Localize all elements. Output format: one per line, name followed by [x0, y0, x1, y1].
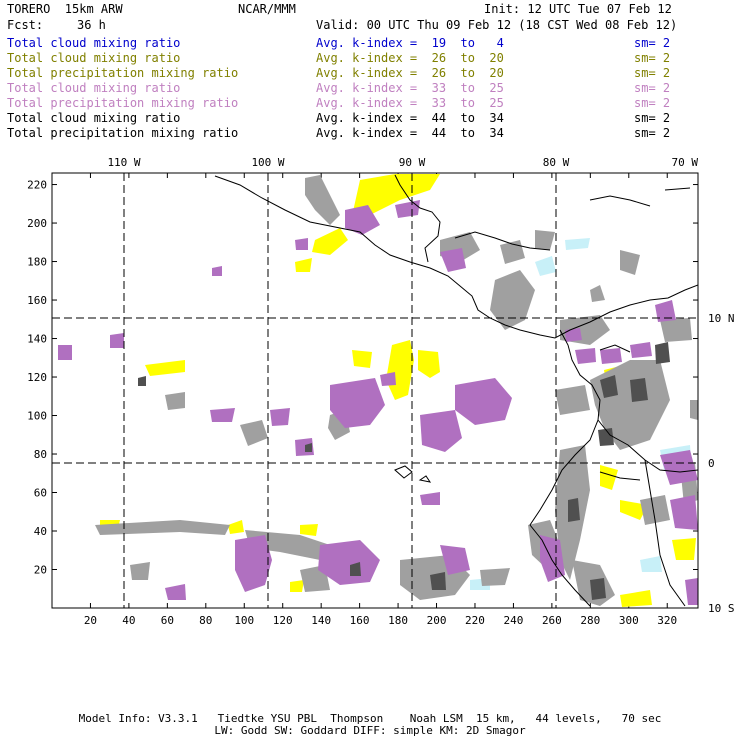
legend-smoothing: sm= 2: [634, 36, 671, 50]
longitude-labels: 110 W 100 W 90 W 80 W 70 W: [107, 156, 698, 169]
legend-field: Total cloud mixing ratio: [7, 111, 181, 125]
y-tick-label: 180: [27, 256, 47, 269]
legend-field: Total cloud mixing ratio: [7, 81, 181, 95]
x-tick-label: 60: [161, 614, 174, 627]
legend-kindex: Avg. k-index = 44 to 34: [316, 126, 504, 140]
cloud-fields: [58, 174, 698, 607]
y-tick-label: 100: [27, 410, 47, 423]
legend-field: Total cloud mixing ratio: [7, 51, 181, 65]
x-tick-label: 240: [503, 614, 523, 627]
longitude-label: 70 W: [672, 156, 699, 169]
forecast-hours: 36 h: [77, 18, 106, 32]
x-tick-label: 180: [388, 614, 408, 627]
dark-cloud-cores: [138, 342, 670, 600]
legend-kindex: Avg. k-index = 44 to 34: [316, 111, 504, 125]
x-tick-label: 320: [657, 614, 677, 627]
legend-field: Total precipitation mixing ratio: [7, 126, 239, 140]
y-tick-label: 200: [27, 217, 47, 230]
coastlines: [214, 174, 698, 607]
y-tick-label: 160: [27, 294, 47, 307]
legend-field: Total cloud mixing ratio: [7, 36, 181, 50]
x-tick-label: 260: [542, 614, 562, 627]
legend-kindex: Avg. k-index = 26 to 20: [316, 51, 504, 65]
x-tick-label: 100: [234, 614, 254, 627]
longitude-label: 110 W: [107, 156, 140, 169]
lat-lon-grid: [52, 173, 698, 608]
y-axis-grid-ticks: 20 40 60 80 100 120 140 160 180 200 220: [27, 179, 698, 577]
y-tick-label: 20: [34, 564, 47, 577]
legend-smoothing: sm= 2: [634, 81, 671, 95]
x-axis-grid-ticks: 20 40 60 80 100 120 140 160 180 200 220 240 260 280 30…: [84, 173, 677, 627]
model-info-line1: Model Info: V3.3.1 Tiedtke YSU PBL Thomp…: [78, 712, 662, 725]
legend-smoothing: sm= 2: [634, 96, 671, 110]
latitude-labels: 10 N 0 10 S: [708, 312, 735, 615]
valid-time: Valid: 00 UTC Thu 09 Feb 12 (18 CST Wed …: [316, 18, 678, 32]
latitude-label: 10 S: [708, 602, 735, 615]
legend-smoothing: sm= 2: [634, 126, 671, 140]
legend-field: Total precipitation mixing ratio: [7, 66, 239, 80]
x-tick-label: 300: [619, 614, 639, 627]
purple-cloud-areas: [58, 200, 698, 605]
legend-kindex: Avg. k-index = 19 to 4: [316, 36, 504, 50]
map-frame: [51, 172, 699, 609]
y-tick-label: 80: [34, 448, 47, 461]
legend-kindex: Avg. k-index = 33 to 25: [316, 96, 504, 110]
forecast-label: Fcst:: [7, 18, 44, 32]
x-tick-label: 80: [199, 614, 212, 627]
y-tick-label: 40: [34, 525, 47, 538]
longitude-label: 90 W: [399, 156, 426, 169]
init-time: Init: 12 UTC Tue 07 Feb 12: [484, 2, 672, 16]
model-info-line2: LW: Godd SW: Goddard DIFF: simple KM: 2D…: [214, 724, 526, 737]
legend-kindex: Avg. k-index = 33 to 25: [316, 81, 504, 95]
x-tick-label: 40: [122, 614, 135, 627]
y-tick-label: 140: [27, 333, 47, 346]
x-tick-label: 160: [350, 614, 370, 627]
legend-smoothing: sm= 2: [634, 111, 671, 125]
x-tick-label: 120: [273, 614, 293, 627]
x-tick-label: 220: [465, 614, 485, 627]
latitude-label: 10 N: [708, 312, 735, 325]
longitude-label: 100 W: [251, 156, 284, 169]
y-tick-label: 220: [27, 179, 47, 192]
legend-smoothing: sm= 2: [634, 51, 671, 65]
latitude-label: 0: [708, 457, 715, 470]
legend-field: Total precipitation mixing ratio: [7, 96, 239, 110]
x-tick-label: 200: [427, 614, 447, 627]
x-tick-label: 20: [84, 614, 97, 627]
x-tick-label: 280: [580, 614, 600, 627]
y-tick-label: 60: [34, 487, 47, 500]
organization-label: NCAR/MMM: [238, 2, 296, 16]
legend-kindex: Avg. k-index = 26 to 20: [316, 66, 504, 80]
longitude-label: 80 W: [543, 156, 570, 169]
x-tick-label: 140: [311, 614, 331, 627]
y-tick-label: 120: [27, 371, 47, 384]
model-name: TORERO 15km ARW: [7, 2, 123, 16]
legend-smoothing: sm= 2: [634, 66, 671, 80]
